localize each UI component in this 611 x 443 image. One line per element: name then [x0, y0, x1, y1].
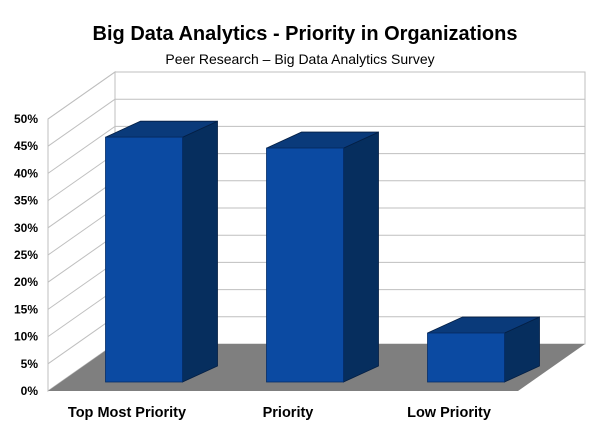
- bar-3: [427, 316, 540, 383]
- y-tick-label: 0%: [21, 384, 39, 398]
- y-tick-label: 40%: [14, 166, 38, 180]
- y-tick-label: 45%: [14, 139, 38, 153]
- bar-front: [105, 136, 183, 383]
- y-tick-label: 15%: [14, 302, 38, 316]
- gridline-side: [47, 153, 116, 202]
- x-category-label: Priority: [263, 405, 314, 421]
- chart-subtitle: Peer Research – Big Data Analytics Surve…: [165, 51, 434, 67]
- y-axis-ticks: 0% 5% 10% 15% 20% 25% 30% 35% 40% 45% 50%: [14, 112, 38, 398]
- bar-side: [343, 131, 379, 383]
- gridline-side: [47, 289, 116, 338]
- gridline-side: [47, 71, 116, 120]
- y-tick-label: 35%: [14, 194, 38, 208]
- y-tick-label: 5%: [21, 357, 39, 371]
- y-tick-label: 50%: [14, 112, 38, 126]
- bar-front: [266, 147, 344, 383]
- gridline-side: [47, 207, 116, 256]
- y-tick-label: 10%: [14, 330, 38, 344]
- gridline-side: [47, 125, 116, 174]
- y-tick-label: 25%: [14, 248, 38, 262]
- gridline-side: [47, 98, 116, 147]
- x-axis-labels: Top Most Priority Priority Low Priority: [68, 405, 491, 421]
- gridline-side: [47, 180, 116, 229]
- bars: [105, 120, 540, 383]
- y-tick-label: 20%: [14, 275, 38, 289]
- y-tick-label: 30%: [14, 221, 38, 235]
- chart-title: Big Data Analytics - Priority in Organiz…: [93, 23, 518, 45]
- gridline-side: [47, 316, 116, 365]
- x-category-label: Top Most Priority: [68, 405, 186, 421]
- gridline-side: [47, 261, 116, 310]
- x-category-label: Low Priority: [407, 405, 491, 421]
- bar-2: [266, 131, 379, 383]
- gridline-side: [47, 234, 116, 283]
- bar-front: [427, 332, 505, 383]
- bar-1: [105, 120, 218, 383]
- bar-side: [182, 120, 218, 383]
